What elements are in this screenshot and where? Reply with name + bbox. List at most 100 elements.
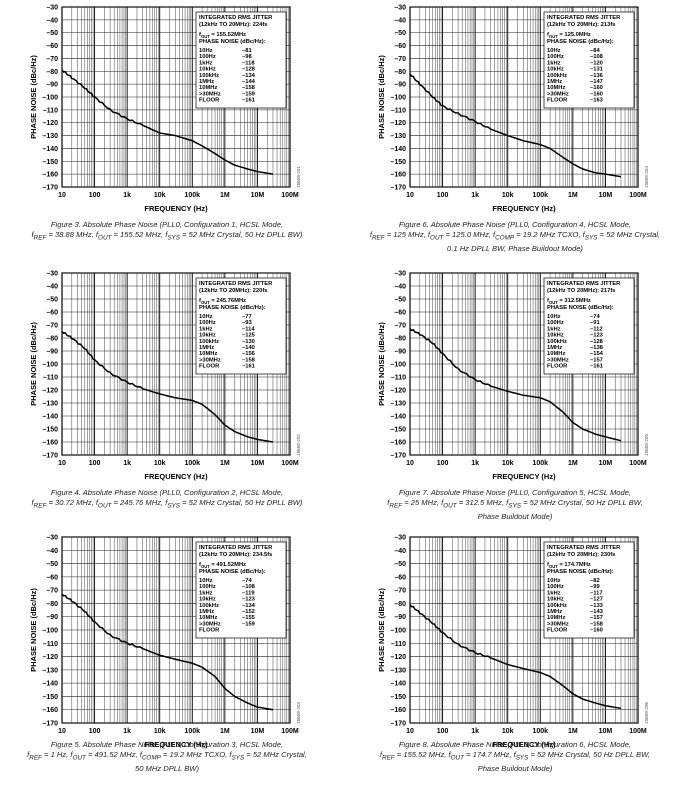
legend-offset-value: –108 — [590, 54, 604, 60]
legend-offset-value: –156 — [242, 351, 256, 357]
x-tick-label: 10M — [251, 728, 265, 735]
legend-offset-label: 10kHz — [547, 67, 564, 73]
legend-offset-value: –163 — [590, 98, 604, 104]
y-tick-label: –150 — [390, 427, 406, 434]
legend-offset-value: –133 — [590, 603, 604, 609]
figure-id: 15658-205 — [644, 434, 649, 456]
legend-jitter-title: INTEGRATED RMS JITTER — [199, 281, 273, 287]
y-axis-label: PHASE NOISE (dBc/Hz) — [29, 588, 38, 672]
y-axis-label: PHASE NOISE (dBc/Hz) — [377, 588, 386, 672]
legend-offset-label: 100kHz — [547, 603, 567, 609]
phase-noise-series-line — [61, 330, 274, 443]
legend-offset-label: 100Hz — [199, 320, 216, 326]
x-tick-label: 100 — [437, 460, 449, 467]
y-tick-label: –40 — [394, 548, 406, 555]
legend-offset-label: >30MHz — [547, 91, 569, 97]
x-tick-label: 10 — [58, 460, 66, 467]
x-tick-label: 10k — [154, 460, 166, 467]
y-tick-label: –90 — [394, 614, 406, 621]
y-tick-label: –100 — [390, 95, 406, 102]
y-tick-label: –60 — [46, 43, 58, 50]
legend-fout: fOUT = 491.52MHz — [199, 562, 246, 569]
legend-offset-value: –147 — [590, 79, 603, 85]
figure-caption: Figure 4. Absolute Phase Noise (PLL0, Co… — [0, 488, 334, 512]
caption-line: 50 MHz DPLL BW) — [134, 763, 199, 773]
y-tick-label: –140 — [42, 414, 58, 421]
legend-offset-value: –158 — [242, 85, 256, 91]
y-tick-label: –170 — [390, 453, 406, 460]
legend-offset-value: –118 — [242, 60, 255, 66]
figure-caption: Figure 7. Absolute Phase Noise (PLL0, Co… — [348, 488, 682, 522]
legend-offset-label: 1kHz — [199, 326, 213, 332]
y-tick-label: –150 — [42, 694, 58, 701]
legend-box: INTEGRATED RMS JITTER(12kHz TO 20MHz): 2… — [195, 277, 287, 375]
x-tick-label: 10k — [502, 728, 514, 735]
x-tick-label: 1M — [568, 192, 578, 199]
x-tick-label: 100M — [281, 192, 299, 199]
legend-offset-value: –99 — [590, 584, 600, 590]
y-tick-label: –80 — [394, 601, 406, 608]
legend-offset-label: FLOOR — [547, 628, 568, 634]
x-tick-label: 1M — [568, 460, 578, 467]
caption-line: Phase Buildout Mode) — [477, 763, 553, 773]
legend-phase-noise-header: PHASE NOISE (dBc/Hz): — [547, 569, 614, 575]
caption-line: Figure 8. Absolute Phase Noise (PLL0, Co… — [398, 740, 632, 749]
x-tick-label: 100M — [281, 728, 299, 735]
legend-offset-value: –157 — [590, 615, 603, 621]
y-tick-label: –120 — [390, 654, 406, 661]
x-tick-label: 1k — [471, 728, 479, 735]
legend-offset-label: 100Hz — [199, 584, 216, 590]
figure-id: 15658-206 — [644, 702, 649, 724]
legend-offset-value: –154 — [590, 351, 604, 357]
legend-offset-value: –123 — [590, 333, 604, 339]
y-tick-label: –50 — [46, 30, 58, 37]
legend-offset-value: –93 — [242, 320, 252, 326]
caption-line: fREF = 125 MHz, fOUT = 125.0 MHz, fCOMP … — [369, 230, 661, 242]
x-tick-label: 10 — [406, 728, 414, 735]
legend-offset-value: –125 — [242, 333, 256, 339]
x-tick-label: 1M — [220, 192, 230, 199]
x-tick-label: 10k — [502, 460, 514, 467]
y-tick-label: –40 — [394, 17, 406, 24]
legend-offset-value: –136 — [590, 73, 604, 79]
y-axis-label: PHASE NOISE (dBc/Hz) — [29, 55, 38, 139]
figure-caption: Figure 6. Absolute Phase Noise (PLL0, Co… — [348, 220, 682, 254]
y-tick-label: –60 — [46, 310, 58, 317]
legend-phase-noise-header: PHASE NOISE (dBc/Hz): — [547, 39, 614, 45]
y-tick-label: –30 — [46, 5, 58, 12]
legend-offset-value: –128 — [590, 339, 604, 345]
y-tick-label: –30 — [394, 271, 406, 278]
x-tick-label: 100k — [184, 460, 200, 467]
legend-offset-label: >30MHz — [199, 91, 221, 97]
x-tick-label: 10 — [58, 728, 66, 735]
legend-offset-label: 1MHz — [199, 345, 214, 351]
x-axis-label: FREQUENCY (Hz) — [492, 204, 556, 213]
legend-fout: fOUT = 174.7MHz — [547, 562, 591, 569]
caption-line: fREF = 38.88 MHz, fOUT = 155.52 MHz, fSY… — [31, 230, 303, 242]
x-tick-label: 100k — [532, 192, 548, 199]
figure-caption: Figure 5. Absolute Phase Noise (PLL0, Co… — [0, 740, 334, 774]
legend-jitter-title: INTEGRATED RMS JITTER — [199, 15, 273, 21]
y-tick-label: –150 — [42, 159, 58, 166]
y-tick-label: –160 — [42, 707, 58, 714]
legend-offset-label: 10kHz — [199, 333, 216, 339]
y-tick-label: –90 — [46, 614, 58, 621]
legend-offset-label: FLOOR — [199, 628, 220, 634]
legend-offset-label: 1kHz — [199, 590, 213, 596]
legend-offset-value: –152 — [242, 609, 255, 615]
legend-offset-label: 100Hz — [547, 320, 564, 326]
y-tick-label: –110 — [43, 107, 58, 114]
x-tick-label: 1k — [471, 192, 479, 199]
figure-id: 15658-203 — [296, 702, 301, 724]
legend-offset-label: 10Hz — [547, 48, 561, 54]
legend-offset-label: 100Hz — [199, 54, 216, 60]
legend-offset-value: –130 — [242, 339, 255, 345]
x-tick-label: 100M — [629, 728, 647, 735]
legend-offset-value: –91 — [590, 320, 600, 326]
legend-offset-value: –161 — [590, 364, 604, 370]
legend-offset-value: –160 — [590, 91, 603, 97]
figure-caption: Figure 3. Absolute Phase Noise (PLL0, Co… — [0, 220, 334, 244]
y-tick-label: –120 — [42, 654, 58, 661]
caption-line: Figure 6. Absolute Phase Noise (PLL0, Co… — [398, 220, 632, 229]
legend-offset-label: >30MHz — [547, 357, 569, 363]
